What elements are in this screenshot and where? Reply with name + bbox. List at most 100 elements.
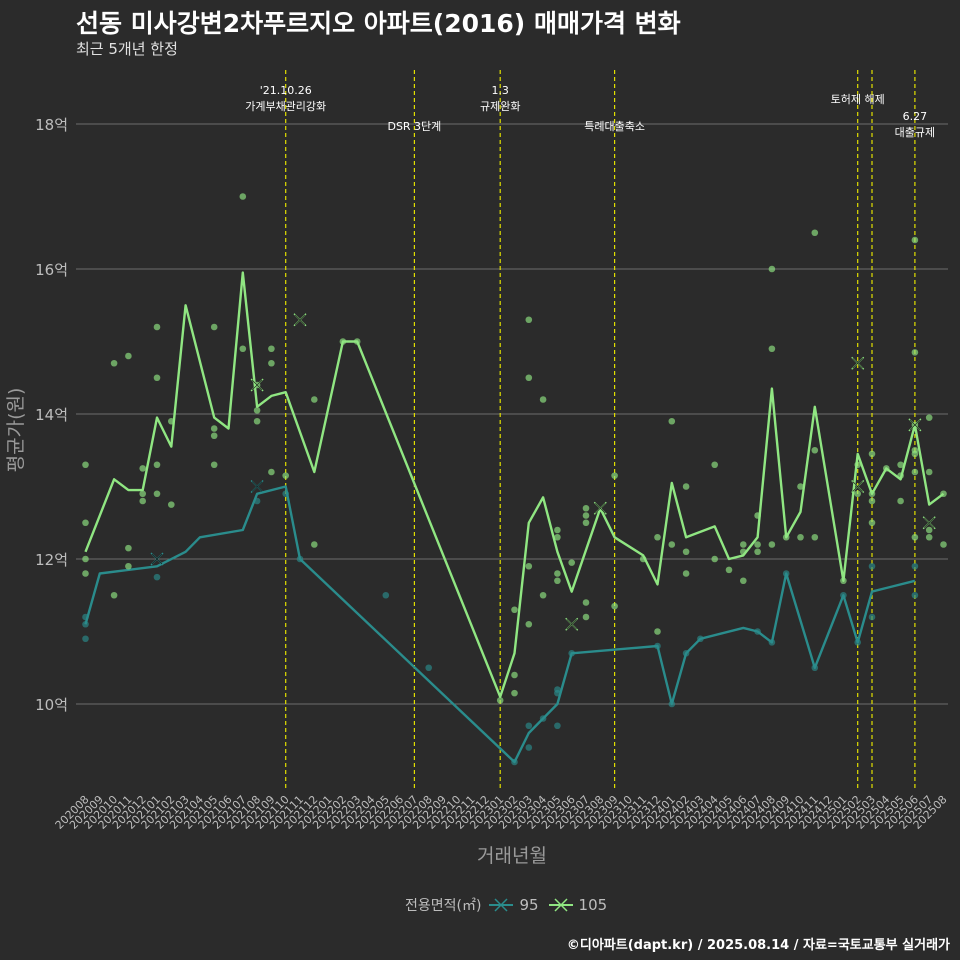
- data-point-105: [925, 414, 933, 421]
- y-axis-title: 평균가(원): [5, 388, 27, 473]
- data-point-105: [668, 417, 676, 425]
- data-point-105: [125, 352, 132, 360]
- data-point-105: [153, 461, 161, 469]
- data-point-105: [268, 359, 275, 367]
- legend-swatch-95: [489, 898, 514, 912]
- event-label: 1.3: [491, 84, 509, 97]
- data-point-105: [911, 533, 919, 541]
- data-point-105: [811, 446, 819, 454]
- series-line-95: [84, 485, 916, 764]
- data-point-95: [382, 591, 390, 599]
- data-point-105: [525, 374, 533, 382]
- data-point-105: [711, 555, 718, 563]
- data-point-105: [153, 490, 161, 498]
- data-point-105: [754, 541, 761, 548]
- data-point-105: [110, 359, 118, 367]
- chart-subtitle: 최근 5개년 한정: [76, 40, 178, 58]
- cross-marker-105: [922, 516, 936, 530]
- event-label: DSR 3단계: [387, 120, 441, 133]
- data-point-105: [153, 323, 161, 331]
- y-tick-label: 18억: [35, 116, 68, 134]
- data-point-105: [768, 541, 776, 548]
- data-point-105: [568, 559, 575, 566]
- cross-stroke: [151, 553, 163, 565]
- data-point-105: [525, 562, 533, 570]
- data-point-105: [868, 497, 876, 505]
- data-point-105: [282, 472, 290, 479]
- cross-stroke: [251, 379, 263, 391]
- data-point-105: [554, 570, 561, 577]
- series-line-105: [84, 271, 945, 698]
- y-tick-label: 14억: [35, 406, 68, 424]
- data-point-105: [668, 541, 676, 548]
- data-point-105: [511, 689, 518, 697]
- data-point-105: [110, 591, 118, 599]
- data-point-105: [210, 425, 218, 432]
- data-point-105: [911, 349, 919, 356]
- data-point-105: [740, 577, 747, 585]
- event-label: '21.10.26: [260, 84, 312, 97]
- data-point-105: [725, 566, 733, 574]
- cross-stroke: [909, 419, 921, 431]
- cross-stroke: [923, 517, 935, 528]
- y-tick-label: 12억: [35, 551, 68, 569]
- data-point-105: [268, 345, 275, 353]
- data-point-95: [868, 562, 876, 570]
- x-axis-title: 거래년월: [477, 845, 547, 867]
- data-point-105: [554, 577, 561, 585]
- legend-item-95[interactable]: 95: [489, 896, 539, 914]
- data-point-105: [925, 526, 933, 534]
- data-point-95: [153, 573, 161, 581]
- legend-item-105[interactable]: 105: [548, 896, 607, 914]
- data-point-105: [897, 461, 904, 469]
- data-point-105: [797, 533, 804, 541]
- data-point-105: [153, 374, 161, 382]
- data-point-105: [253, 417, 261, 425]
- data-point-95: [868, 613, 876, 621]
- data-point-105: [139, 465, 146, 472]
- data-point-105: [82, 461, 89, 469]
- data-point-105: [511, 671, 518, 679]
- data-point-105: [139, 490, 146, 498]
- data-point-105: [911, 468, 919, 476]
- data-point-105: [811, 229, 819, 237]
- data-point-105: [682, 548, 690, 556]
- data-point-105: [811, 533, 819, 541]
- cross-marker-105: [851, 356, 865, 370]
- data-point-105: [582, 519, 590, 527]
- legend-swatch-105: [548, 898, 573, 912]
- cross-stroke: [566, 619, 577, 630]
- data-point-105: [582, 512, 590, 519]
- data-point-105: [268, 468, 275, 476]
- event-label: 규제완화: [480, 100, 520, 113]
- data-point-105: [210, 432, 218, 440]
- data-point-105: [125, 544, 132, 552]
- data-point-95: [525, 744, 533, 751]
- data-point-105: [868, 450, 876, 458]
- chart-title: 선동 미사강변2차푸르지오 아파트(2016) 매매가격 변화: [76, 9, 681, 38]
- data-point-105: [525, 620, 533, 628]
- cross-marker-105: [593, 501, 607, 515]
- data-point-105: [82, 519, 89, 527]
- data-point-105: [582, 504, 590, 512]
- data-point-105: [682, 483, 690, 490]
- data-point-105: [654, 628, 661, 635]
- data-point-95: [525, 722, 533, 730]
- data-point-105: [611, 602, 618, 610]
- y-tick-label: 16억: [35, 261, 68, 279]
- data-point-105: [168, 501, 175, 508]
- data-point-105: [539, 591, 547, 599]
- data-point-105: [897, 497, 904, 505]
- cross-marker-105: [851, 480, 865, 493]
- data-point-105: [654, 533, 661, 541]
- cross-marker-105: [908, 418, 922, 432]
- data-point-95: [911, 562, 919, 570]
- cross-marker-95: [150, 552, 164, 566]
- cross-stroke: [852, 481, 863, 492]
- data-point-105: [125, 562, 132, 570]
- data-point-105: [854, 490, 861, 498]
- data-point-105: [210, 323, 218, 331]
- data-point-105: [582, 613, 590, 621]
- data-point-105: [253, 407, 261, 414]
